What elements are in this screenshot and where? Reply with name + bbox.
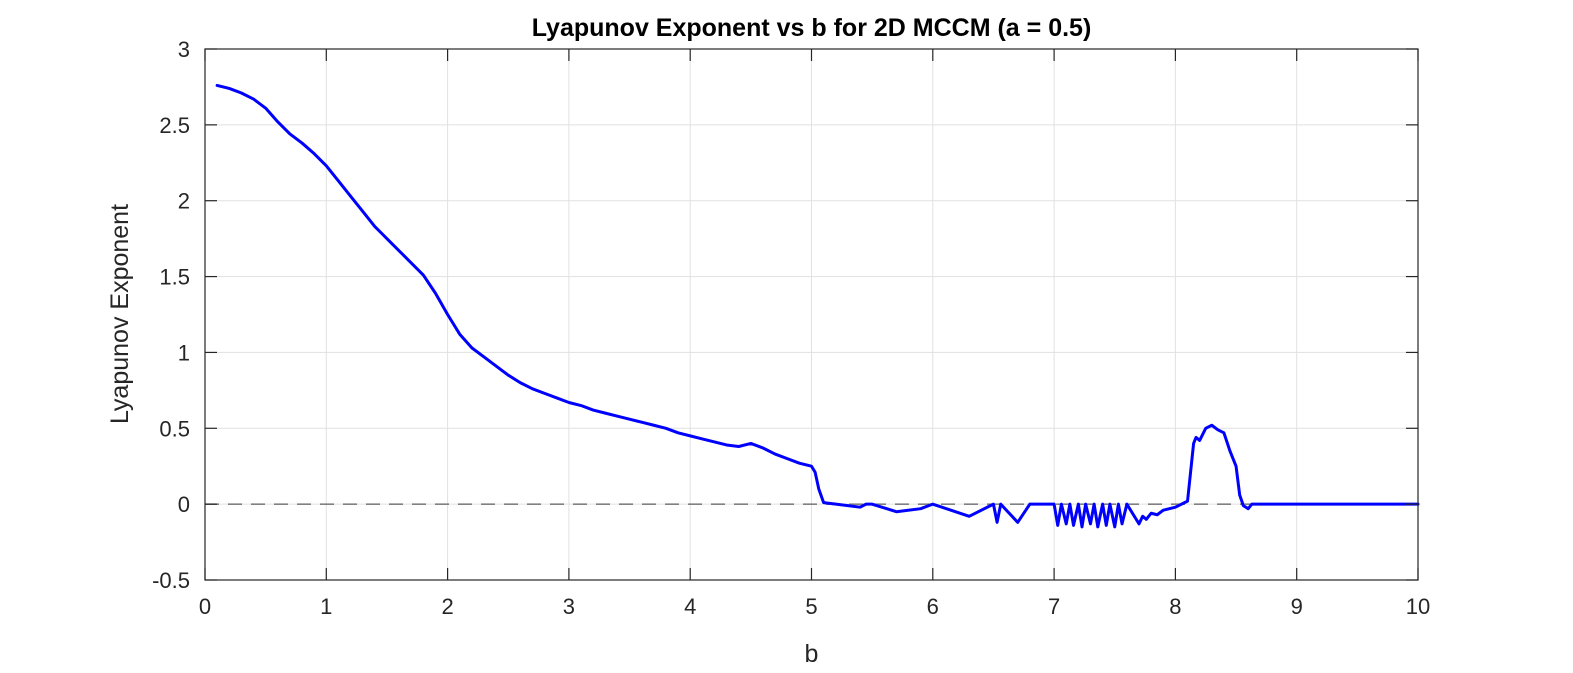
x-tick-label: 6 <box>927 594 939 619</box>
x-tick-label: 7 <box>1048 594 1060 619</box>
tick-marks <box>204 48 1419 581</box>
lyapunov-series-line <box>215 83 1420 529</box>
chart-title: Lyapunov Exponent vs b for 2D MCCM (a = … <box>532 14 1092 42</box>
x-tick-label: 8 <box>1169 594 1181 619</box>
series-layer <box>215 83 1420 529</box>
y-tick-labels: -0.5 0 0.5 1 1.5 2 2.5 3 <box>152 37 190 593</box>
x-tick-label: 2 <box>441 594 453 619</box>
y-tick-label: 2.5 <box>159 113 190 138</box>
x-tick-labels: 0 1 2 3 4 5 6 7 8 9 10 <box>199 594 1430 619</box>
y-axis-label: Lyapunov Exponent <box>106 204 134 424</box>
x-axis-label: b <box>805 640 819 668</box>
x-tick-label: 3 <box>563 594 575 619</box>
y-tick-label: -0.5 <box>152 568 190 593</box>
y-tick-label: 1 <box>178 340 190 365</box>
x-tick-label: 10 <box>1406 594 1430 619</box>
x-tick-label: 9 <box>1291 594 1303 619</box>
y-tick-label: 0.5 <box>159 416 190 441</box>
y-tick-label: 0 <box>178 492 190 517</box>
y-tick-label: 2 <box>178 189 190 214</box>
grid-lines <box>205 49 1418 580</box>
x-tick-label: 0 <box>199 594 211 619</box>
y-tick-label: 1.5 <box>159 265 190 290</box>
y-tick-label: 3 <box>178 37 190 62</box>
x-tick-label: 1 <box>320 594 332 619</box>
x-tick-label: 4 <box>684 594 696 619</box>
x-tick-label: 5 <box>805 594 817 619</box>
